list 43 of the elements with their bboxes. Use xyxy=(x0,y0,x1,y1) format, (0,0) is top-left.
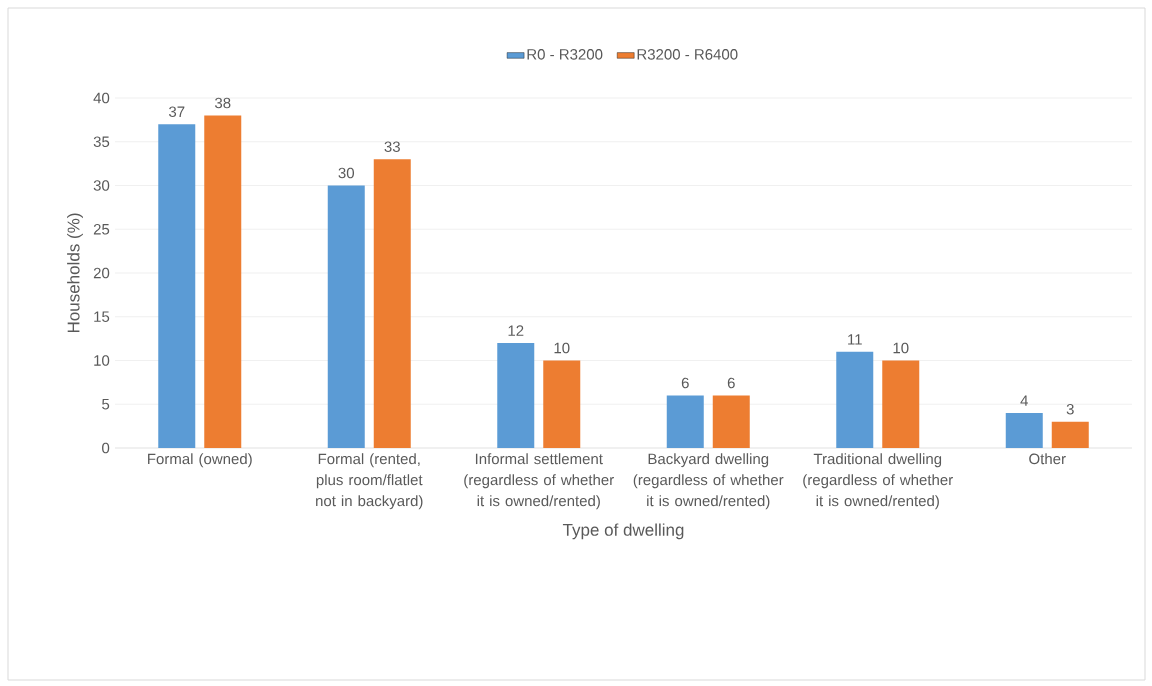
data-label: 12 xyxy=(508,325,524,336)
data-label: 6 xyxy=(727,377,735,389)
y-tick-label: 10 xyxy=(94,355,110,366)
legend-label: R3200 - R6400 xyxy=(637,49,738,60)
y-tick-label: 0 xyxy=(102,442,110,454)
x-tick-label: Formal (rented, plus room/flatlet not in backyard) xyxy=(316,453,423,510)
bar xyxy=(836,351,874,448)
y-tick-label: 5 xyxy=(102,399,110,410)
y-tick-label: 35 xyxy=(93,136,110,148)
y-tick-label: 25 xyxy=(93,223,110,235)
y-tick-label: 15 xyxy=(94,311,110,322)
bar xyxy=(327,185,365,448)
data-label: 11 xyxy=(848,334,862,345)
data-label: 33 xyxy=(384,141,400,153)
bar xyxy=(1005,412,1043,448)
data-label: 37 xyxy=(168,106,185,118)
bar xyxy=(497,342,535,448)
bar xyxy=(712,395,750,448)
x-tick-label: Informal settlement (regardless of whether it is owned/rented) xyxy=(464,453,614,510)
y-tick-label: 30 xyxy=(93,180,110,191)
y-axis-title: Households (%) xyxy=(67,213,83,333)
bar xyxy=(882,360,920,448)
y-tick-label: 40 xyxy=(93,92,110,104)
bar xyxy=(1051,421,1089,448)
data-label: 4 xyxy=(1020,395,1028,406)
data-label: 10 xyxy=(554,342,570,354)
x-tick-label: Other xyxy=(1029,453,1066,465)
y-tick-label: 20 xyxy=(93,267,110,279)
bar xyxy=(543,360,581,448)
legend-label: R0 - R3200 xyxy=(527,49,603,60)
x-axis-title: Type of dwelling xyxy=(562,523,684,540)
bar xyxy=(204,115,242,448)
data-label: 38 xyxy=(214,97,231,109)
bar xyxy=(158,124,196,448)
data-label: 30 xyxy=(338,167,354,179)
x-tick-label: Formal (owned) xyxy=(148,453,252,468)
x-tick-label: Traditional dwelling (regardless of whether it is owned/rented) xyxy=(803,453,953,510)
bar xyxy=(373,159,411,448)
data-label: 6 xyxy=(681,377,689,389)
bar xyxy=(666,395,704,448)
x-tick-label: Backyard dwelling (regardless of whether it is owned/rented) xyxy=(633,453,784,510)
data-label: 3 xyxy=(1066,403,1074,415)
data-label: 10 xyxy=(893,342,909,354)
